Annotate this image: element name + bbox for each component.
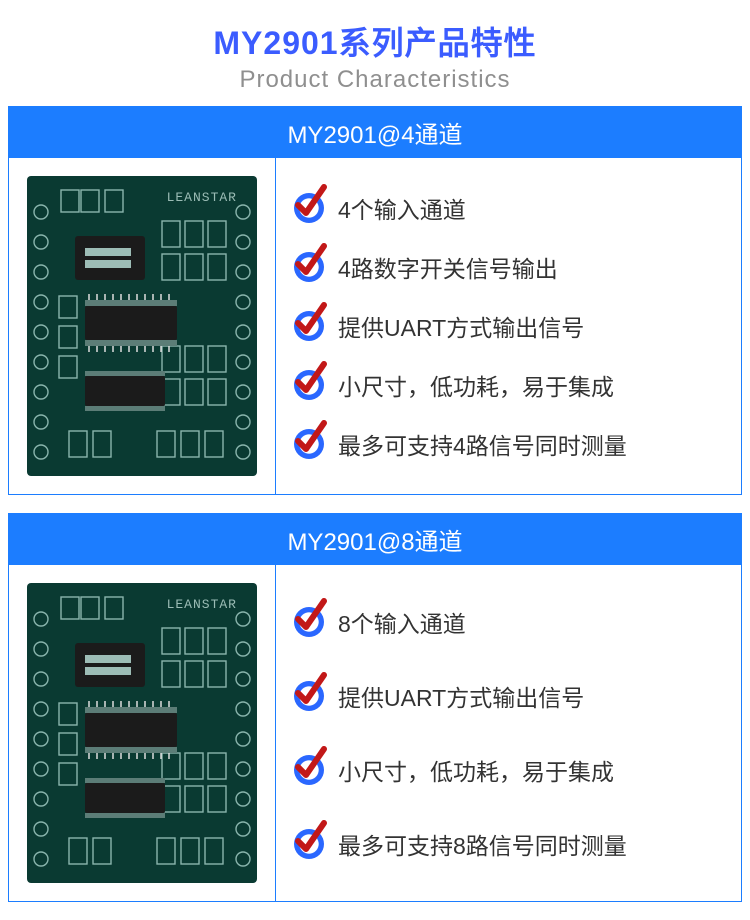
section-title: MY2901@8通道 (9, 514, 741, 565)
section-body: LEANSTAR (9, 158, 741, 494)
checkmark-icon (294, 755, 324, 785)
page-header: MY2901系列产品特性 Product Characteristics (0, 0, 750, 106)
section-title: MY2901@4通道 (9, 107, 741, 158)
feature-text: 小尺寸，低功耗，易于集成 (338, 368, 614, 402)
features-list: 8个输入通道 提供UART方式输出信号 小尺寸，低功耗，易于集成 最多可支持8路… (276, 565, 741, 901)
checkmark-icon (294, 252, 324, 282)
pcb-cell: LEANSTAR (9, 158, 276, 494)
feature-item: 4个输入通道 (294, 191, 723, 225)
feature-text: 小尺寸，低功耗，易于集成 (338, 753, 614, 787)
feature-text: 4个输入通道 (338, 191, 466, 225)
checkmark-icon (294, 193, 324, 223)
feature-item: 小尺寸，低功耗，易于集成 (294, 753, 723, 787)
feature-text: 最多可支持4路信号同时测量 (338, 427, 627, 461)
product-section: MY2901@8通道 LEANSTAR (8, 513, 742, 902)
feature-item: 最多可支持8路信号同时测量 (294, 827, 723, 861)
features-list: 4个输入通道 4路数字开关信号输出 提供UART方式输出信号 小尺寸，低功耗，易… (276, 158, 741, 494)
product-section: MY2901@4通道 LEANSTAR (8, 106, 742, 495)
feature-item: 提供UART方式输出信号 (294, 309, 723, 343)
feature-item: 提供UART方式输出信号 (294, 679, 723, 713)
feature-item: 小尺寸，低功耗，易于集成 (294, 368, 723, 402)
feature-item: 8个输入通道 (294, 605, 723, 639)
checkmark-icon (294, 370, 324, 400)
feature-text: 提供UART方式输出信号 (338, 679, 584, 713)
title-chinese: MY2901系列产品特性 (0, 18, 750, 64)
feature-text: 最多可支持8路信号同时测量 (338, 827, 627, 861)
section-body: LEANSTAR (9, 565, 741, 901)
pcb-illustration: LEANSTAR (27, 583, 257, 883)
pcb-illustration: LEANSTAR (27, 176, 257, 476)
checkmark-icon (294, 429, 324, 459)
pcb-brand-label: LEANSTAR (167, 597, 237, 612)
checkmark-icon (294, 681, 324, 711)
feature-item: 4路数字开关信号输出 (294, 250, 723, 284)
feature-text: 4路数字开关信号输出 (338, 250, 558, 284)
title-english: Product Characteristics (0, 66, 750, 94)
pcb-brand-label: LEANSTAR (167, 190, 237, 205)
pcb-cell: LEANSTAR (9, 565, 276, 901)
checkmark-icon (294, 829, 324, 859)
feature-text: 8个输入通道 (338, 605, 466, 639)
feature-item: 最多可支持4路信号同时测量 (294, 427, 723, 461)
checkmark-icon (294, 311, 324, 341)
checkmark-icon (294, 607, 324, 637)
feature-text: 提供UART方式输出信号 (338, 309, 584, 343)
